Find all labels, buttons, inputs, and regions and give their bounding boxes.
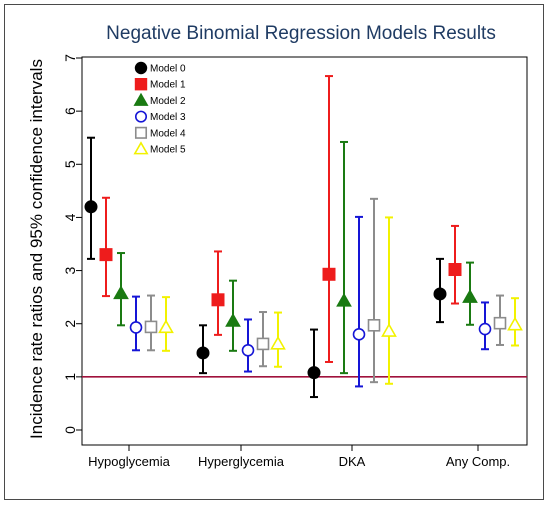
- y-tick-label: 4: [62, 213, 78, 221]
- legend-marker-model-2: [133, 92, 149, 106]
- model-1-point: [322, 267, 336, 281]
- model-0-point: [196, 346, 210, 360]
- y-tick-label: 2: [62, 320, 78, 328]
- chart-title: Negative Binomial Regression Models Resu…: [106, 23, 496, 44]
- model-4-point: [256, 337, 270, 351]
- legend-marker-model-5: [133, 141, 149, 155]
- legend-label-model-3: Model 3: [150, 112, 186, 123]
- model-2-point: [462, 289, 478, 303]
- model-1-point: [99, 248, 113, 262]
- model-5-point: [507, 316, 523, 331]
- y-tick-label: 3: [62, 266, 78, 274]
- model-2-point: [113, 285, 129, 300]
- model-1-point: [211, 293, 225, 307]
- legend-label-model-1: Model 1: [150, 80, 186, 91]
- legend-label-model-5: Model 5: [150, 145, 186, 156]
- legend-marker-model-1: [134, 78, 148, 91]
- legend-marker-model-0: [134, 61, 148, 75]
- model-1-point: [448, 263, 462, 277]
- model-0-point: [433, 287, 447, 301]
- x-tick-label: Hypoglycemia: [88, 454, 170, 469]
- y-tick-label: 0: [62, 426, 78, 434]
- plot-border: [81, 56, 528, 446]
- x-tick-label: Hyperglycemia: [198, 454, 285, 469]
- legend-marker-model-4: [134, 126, 148, 139]
- legend-label-model-0: Model 0: [150, 64, 186, 75]
- model-4-point: [493, 316, 507, 330]
- model-4-point: [144, 320, 158, 334]
- x-tick-label: Any Comp.: [446, 454, 510, 469]
- x-tick-label: DKA: [339, 454, 366, 469]
- y-tick-label: 5: [62, 160, 78, 168]
- y-axis-label: Incidence rate ratios and 95% confidence…: [27, 59, 46, 439]
- legend: Model 0 Model 1 Model 2 Model 3 Model 4 Model…: [133, 61, 186, 156]
- model-2-point: [225, 313, 241, 327]
- model-2-point: [336, 292, 352, 307]
- model-5-point: [270, 335, 286, 350]
- model-5-point: [158, 319, 174, 334]
- legend-marker-model-3: [134, 110, 148, 123]
- y-tick-label: 7: [62, 54, 78, 62]
- model-5-point: [381, 323, 397, 337]
- plot-area: 0 1 2 3 4 5 6 7 Hypoglycemia Hyperglycemia DKA Any …: [62, 54, 528, 469]
- model-3-point: [352, 328, 366, 341]
- model-3-point: [478, 322, 492, 336]
- y-tick-label: 6: [62, 107, 78, 115]
- legend-label-model-2: Model 2: [150, 96, 186, 107]
- model-0-point: [307, 366, 321, 380]
- model-4-point: [367, 319, 381, 332]
- legend-label-model-4: Model 4: [150, 128, 186, 139]
- model-3-point: [241, 343, 255, 357]
- y-tick-label: 1: [62, 373, 78, 381]
- model-3-point: [129, 321, 143, 334]
- model-0-point: [84, 200, 98, 214]
